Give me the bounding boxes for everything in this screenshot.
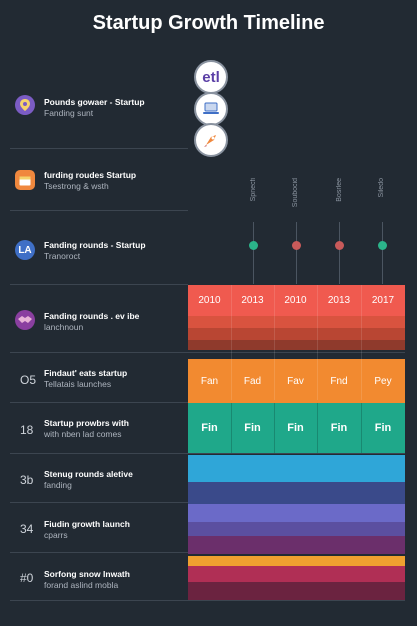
row-title: Pounds gowaer - Startup bbox=[44, 97, 145, 107]
column-line bbox=[382, 222, 383, 284]
column-separator bbox=[317, 403, 318, 453]
column-separator bbox=[361, 403, 362, 453]
row-text: Startup prowbrs with with nben lad comes bbox=[44, 418, 129, 440]
cell: Fan bbox=[200, 375, 219, 387]
column-separator bbox=[274, 285, 275, 400]
band bbox=[188, 504, 405, 522]
calendar-icon bbox=[15, 170, 35, 190]
year-cell: 2017 bbox=[371, 295, 395, 306]
cell: Fav bbox=[287, 375, 304, 387]
column-line bbox=[296, 222, 297, 284]
band bbox=[188, 455, 405, 482]
row-text: Pounds gowaer - Startup Fanding sunt bbox=[44, 97, 145, 119]
la-badge-icon: LA bbox=[15, 240, 35, 260]
band bbox=[188, 566, 405, 582]
band bbox=[188, 582, 405, 600]
handshake-icon bbox=[15, 310, 35, 330]
divider bbox=[10, 352, 405, 353]
year-cell: 2010 bbox=[198, 295, 221, 306]
cell: Fin bbox=[244, 422, 261, 434]
divider bbox=[10, 453, 405, 454]
milestone-dot bbox=[335, 241, 344, 250]
column-label: Bosrlee bbox=[336, 178, 343, 202]
row-text: furding roudes Startup Tsestrong & wsth bbox=[44, 170, 136, 192]
band bbox=[188, 556, 405, 566]
row-subtitle: cparrs bbox=[44, 530, 68, 540]
column-separator bbox=[361, 285, 362, 400]
divider bbox=[10, 210, 188, 211]
cell: Fin bbox=[330, 422, 348, 434]
row-subtitle: Fanding sunt bbox=[44, 108, 94, 118]
milestone-dot bbox=[292, 241, 301, 250]
milestone-dot bbox=[378, 241, 387, 250]
laptop-icon bbox=[194, 92, 228, 126]
column-line bbox=[339, 222, 340, 284]
cell: Fad bbox=[243, 375, 262, 387]
page-title: Startup Growth Timeline bbox=[92, 12, 325, 34]
row-text: Sorfong snow Inwath forand aslind mobla bbox=[44, 569, 130, 591]
row-title: Sorfong snow Inwath bbox=[44, 569, 130, 579]
column-separator bbox=[231, 403, 232, 453]
row-number: O5 bbox=[20, 373, 37, 387]
band bbox=[188, 328, 405, 340]
years-band bbox=[188, 285, 405, 316]
row-title: Findaut' eats startup bbox=[44, 368, 128, 378]
row-subtitle: fanding bbox=[44, 480, 72, 490]
cell: Fin bbox=[287, 422, 304, 434]
row-title: Startup prowbrs with bbox=[44, 418, 129, 428]
column-label: Soubocid bbox=[292, 178, 299, 208]
row-subtitle: Tsestrong & wsth bbox=[44, 181, 109, 191]
band bbox=[188, 359, 405, 403]
year-cell: 2010 bbox=[284, 295, 307, 306]
row-title: Fiudin growth launch bbox=[44, 519, 130, 529]
row-number: 34 bbox=[20, 522, 34, 536]
column-label: Spnecfi bbox=[250, 178, 257, 202]
brand-mark-icon: etl bbox=[194, 60, 228, 94]
row-subtitle: Tranoroct bbox=[44, 251, 81, 261]
row-title: Stenug rounds aletive bbox=[44, 469, 133, 479]
row-text: Fiudin growth launch cparrs bbox=[44, 519, 130, 541]
row-subtitle: forand aslind mobla bbox=[44, 580, 119, 590]
row-text: Fanding rounds - Startup Tranoroct bbox=[44, 240, 146, 262]
row-subtitle: Tellatais launches bbox=[44, 379, 112, 389]
year-cell: 2013 bbox=[241, 295, 264, 306]
column-separator bbox=[274, 403, 275, 453]
band bbox=[188, 536, 405, 554]
band bbox=[188, 482, 405, 504]
band bbox=[188, 340, 405, 350]
year-cell: 2013 bbox=[327, 295, 351, 306]
cell: Fin bbox=[374, 422, 392, 434]
row-title: furding roudes Startup bbox=[44, 170, 137, 180]
row-text: Findaut' eats startup Tellatais launches bbox=[44, 368, 127, 390]
band bbox=[188, 522, 405, 536]
divider bbox=[10, 148, 188, 149]
divider bbox=[10, 600, 405, 601]
rocket-icon bbox=[194, 123, 228, 157]
row-text: Fanding rounds . ev ibe lanchnoun bbox=[44, 311, 139, 333]
column-label: Siledo bbox=[378, 178, 385, 198]
cell: Fnd bbox=[330, 375, 348, 387]
column-line bbox=[253, 222, 254, 284]
column-separator bbox=[317, 285, 318, 400]
milestone-dot bbox=[249, 241, 258, 250]
row-title: Fanding rounds . ev ibe bbox=[44, 311, 140, 321]
row-number: 3b bbox=[20, 473, 34, 487]
band bbox=[188, 316, 405, 328]
row-text: Stenug rounds aletive fanding bbox=[44, 469, 133, 491]
pin-icon bbox=[15, 95, 35, 115]
band bbox=[188, 403, 405, 453]
row-subtitle: with nben lad comes bbox=[44, 429, 122, 439]
row-number: 18 bbox=[20, 423, 34, 437]
row-title: Fanding rounds - Startup bbox=[44, 240, 146, 250]
divider bbox=[10, 284, 188, 285]
cell: Fin bbox=[201, 422, 218, 434]
row-number: #0 bbox=[20, 571, 34, 585]
cell: Pey bbox=[374, 375, 392, 387]
row-subtitle: lanchnoun bbox=[44, 322, 84, 332]
column-separator bbox=[231, 285, 232, 400]
